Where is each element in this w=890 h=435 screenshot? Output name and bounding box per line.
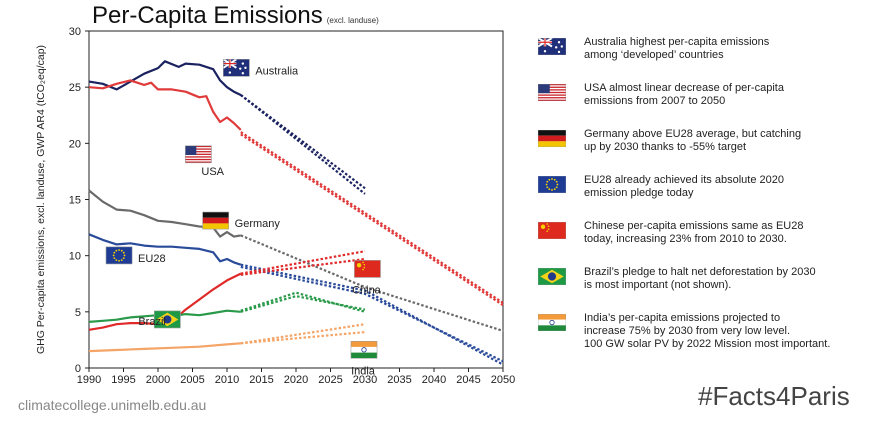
flag-eu-icon — [538, 176, 566, 193]
legend: Australia highest per-capita emissions a… — [538, 36, 858, 372]
series-india-projection — [240, 323, 366, 345]
y-axis-label: GHG Per-capita emissions, excl. landuse,… — [35, 45, 47, 354]
subtitle: (excl. landuse) — [326, 16, 379, 25]
series-germany — [88, 189, 504, 332]
y-tick-label: 10 — [69, 251, 81, 263]
flag-cn-icon — [538, 222, 566, 239]
flag-de-icon — [538, 130, 566, 147]
series-india-history — [88, 342, 241, 353]
legend-item-eu: EU28 already achieved its absolute 2020 … — [538, 174, 858, 220]
axes: 1990 1995 2000 2005 2010 2015 2020 2025 2030 2035… — [69, 26, 515, 386]
flag-us-icon — [538, 84, 566, 101]
series-usa-projection — [240, 133, 504, 307]
y-tick-label: 15 — [69, 195, 81, 207]
x-tick-label: 1995 — [111, 374, 135, 386]
series-australia-projection — [240, 94, 366, 190]
legend-text: Australia highest per-capita emissions a… — [584, 36, 770, 61]
series-label-china: China — [352, 284, 382, 296]
flag-india-icon — [350, 341, 378, 359]
series-australia-history — [88, 60, 242, 96]
hashtag: #Facts4Paris — [698, 381, 850, 411]
series-label-india: India — [351, 365, 376, 377]
series-usa-history — [88, 79, 242, 131]
series-eu28 — [88, 233, 504, 366]
x-tick-label: 2010 — [215, 374, 239, 386]
series-australia — [88, 60, 366, 195]
x-tick-label: 2005 — [180, 374, 204, 386]
x-tick-label: 2030 — [353, 374, 377, 386]
legend-item-au: Australia highest per-capita emissions a… — [538, 36, 858, 82]
legend-text: USA almost linear decrease of per-capita… — [584, 82, 784, 107]
legend-item-de: Germany above EU28 average, but catching… — [538, 128, 858, 174]
series-label-australia: Australia — [255, 65, 299, 77]
footer-url[interactable]: climatecollege.unimelb.edu.au — [18, 397, 207, 413]
legend-item-in: India’s per-capita emissions projected t… — [538, 312, 858, 372]
flag-au-icon — [538, 38, 566, 55]
series-germany-history — [88, 189, 241, 238]
flag-br-icon — [538, 268, 566, 285]
y-tick-label: 30 — [69, 26, 81, 38]
flag-germany-icon — [202, 211, 229, 230]
flag-eu28-icon — [105, 246, 133, 265]
x-tick-label: 2045 — [456, 374, 480, 386]
emissions-chart: 1990 1995 2000 2005 2010 2015 2020 2025 2030 2035… — [35, 26, 515, 386]
x-tick-label: 2000 — [146, 374, 170, 386]
legend-text: Germany above EU28 average, but catching… — [584, 128, 802, 153]
series-china-projection — [240, 257, 366, 276]
flag-in-icon — [538, 314, 566, 331]
series-china-projection — [240, 250, 366, 275]
series-label-eu28: EU28 — [138, 253, 166, 265]
legend-item-us: USA almost linear decrease of per-capita… — [538, 82, 858, 128]
x-tick-label: 2025 — [318, 374, 342, 386]
legend-text: Brazil’s pledge to halt net deforestatio… — [584, 266, 816, 291]
flag-usa-icon — [185, 145, 212, 164]
flag-brazil-icon — [154, 310, 181, 329]
series-brazil-projection — [240, 294, 366, 313]
series-germany-projection — [240, 234, 504, 332]
x-tick-label: 2050 — [491, 374, 515, 386]
x-tick-label: 2040 — [422, 374, 446, 386]
y-tick-label: 0 — [75, 363, 81, 375]
y-tick-label: 25 — [69, 82, 81, 94]
series-label-germany: Germany — [235, 218, 281, 230]
legend-text: Chinese per-capita emissions same as EU2… — [584, 220, 804, 245]
series-eu28-projection — [240, 265, 504, 363]
x-tick-label: 2035 — [387, 374, 411, 386]
series-label-usa: USA — [201, 166, 224, 178]
series-australia-projection — [240, 94, 366, 195]
page-title: Per-Capita Emissions (excl. landuse) — [92, 2, 379, 29]
legend-text: EU28 already achieved its absolute 2020 … — [584, 174, 784, 199]
flag-china-icon — [354, 260, 381, 278]
series-usa — [88, 79, 504, 307]
x-tick-label: 2015 — [249, 374, 273, 386]
series-india-projection — [240, 331, 366, 345]
series-brazil-projection — [240, 291, 366, 313]
flag-australia-icon — [222, 58, 250, 77]
legend-text: India’s per-capita emissions projected t… — [584, 312, 831, 350]
x-tick-label: 1990 — [77, 374, 101, 386]
x-tick-label: 2020 — [284, 374, 308, 386]
y-tick-label: 5 — [75, 307, 81, 319]
y-tick-label: 20 — [69, 138, 81, 150]
series-india — [88, 323, 366, 353]
legend-item-cn: Chinese per-capita emissions same as EU2… — [538, 220, 858, 266]
series-brazil — [88, 291, 366, 323]
legend-item-br: Brazil’s pledge to halt net deforestatio… — [538, 266, 858, 312]
series-label-brazil: Brazil — [138, 316, 166, 328]
series-eu28-history — [88, 233, 242, 266]
